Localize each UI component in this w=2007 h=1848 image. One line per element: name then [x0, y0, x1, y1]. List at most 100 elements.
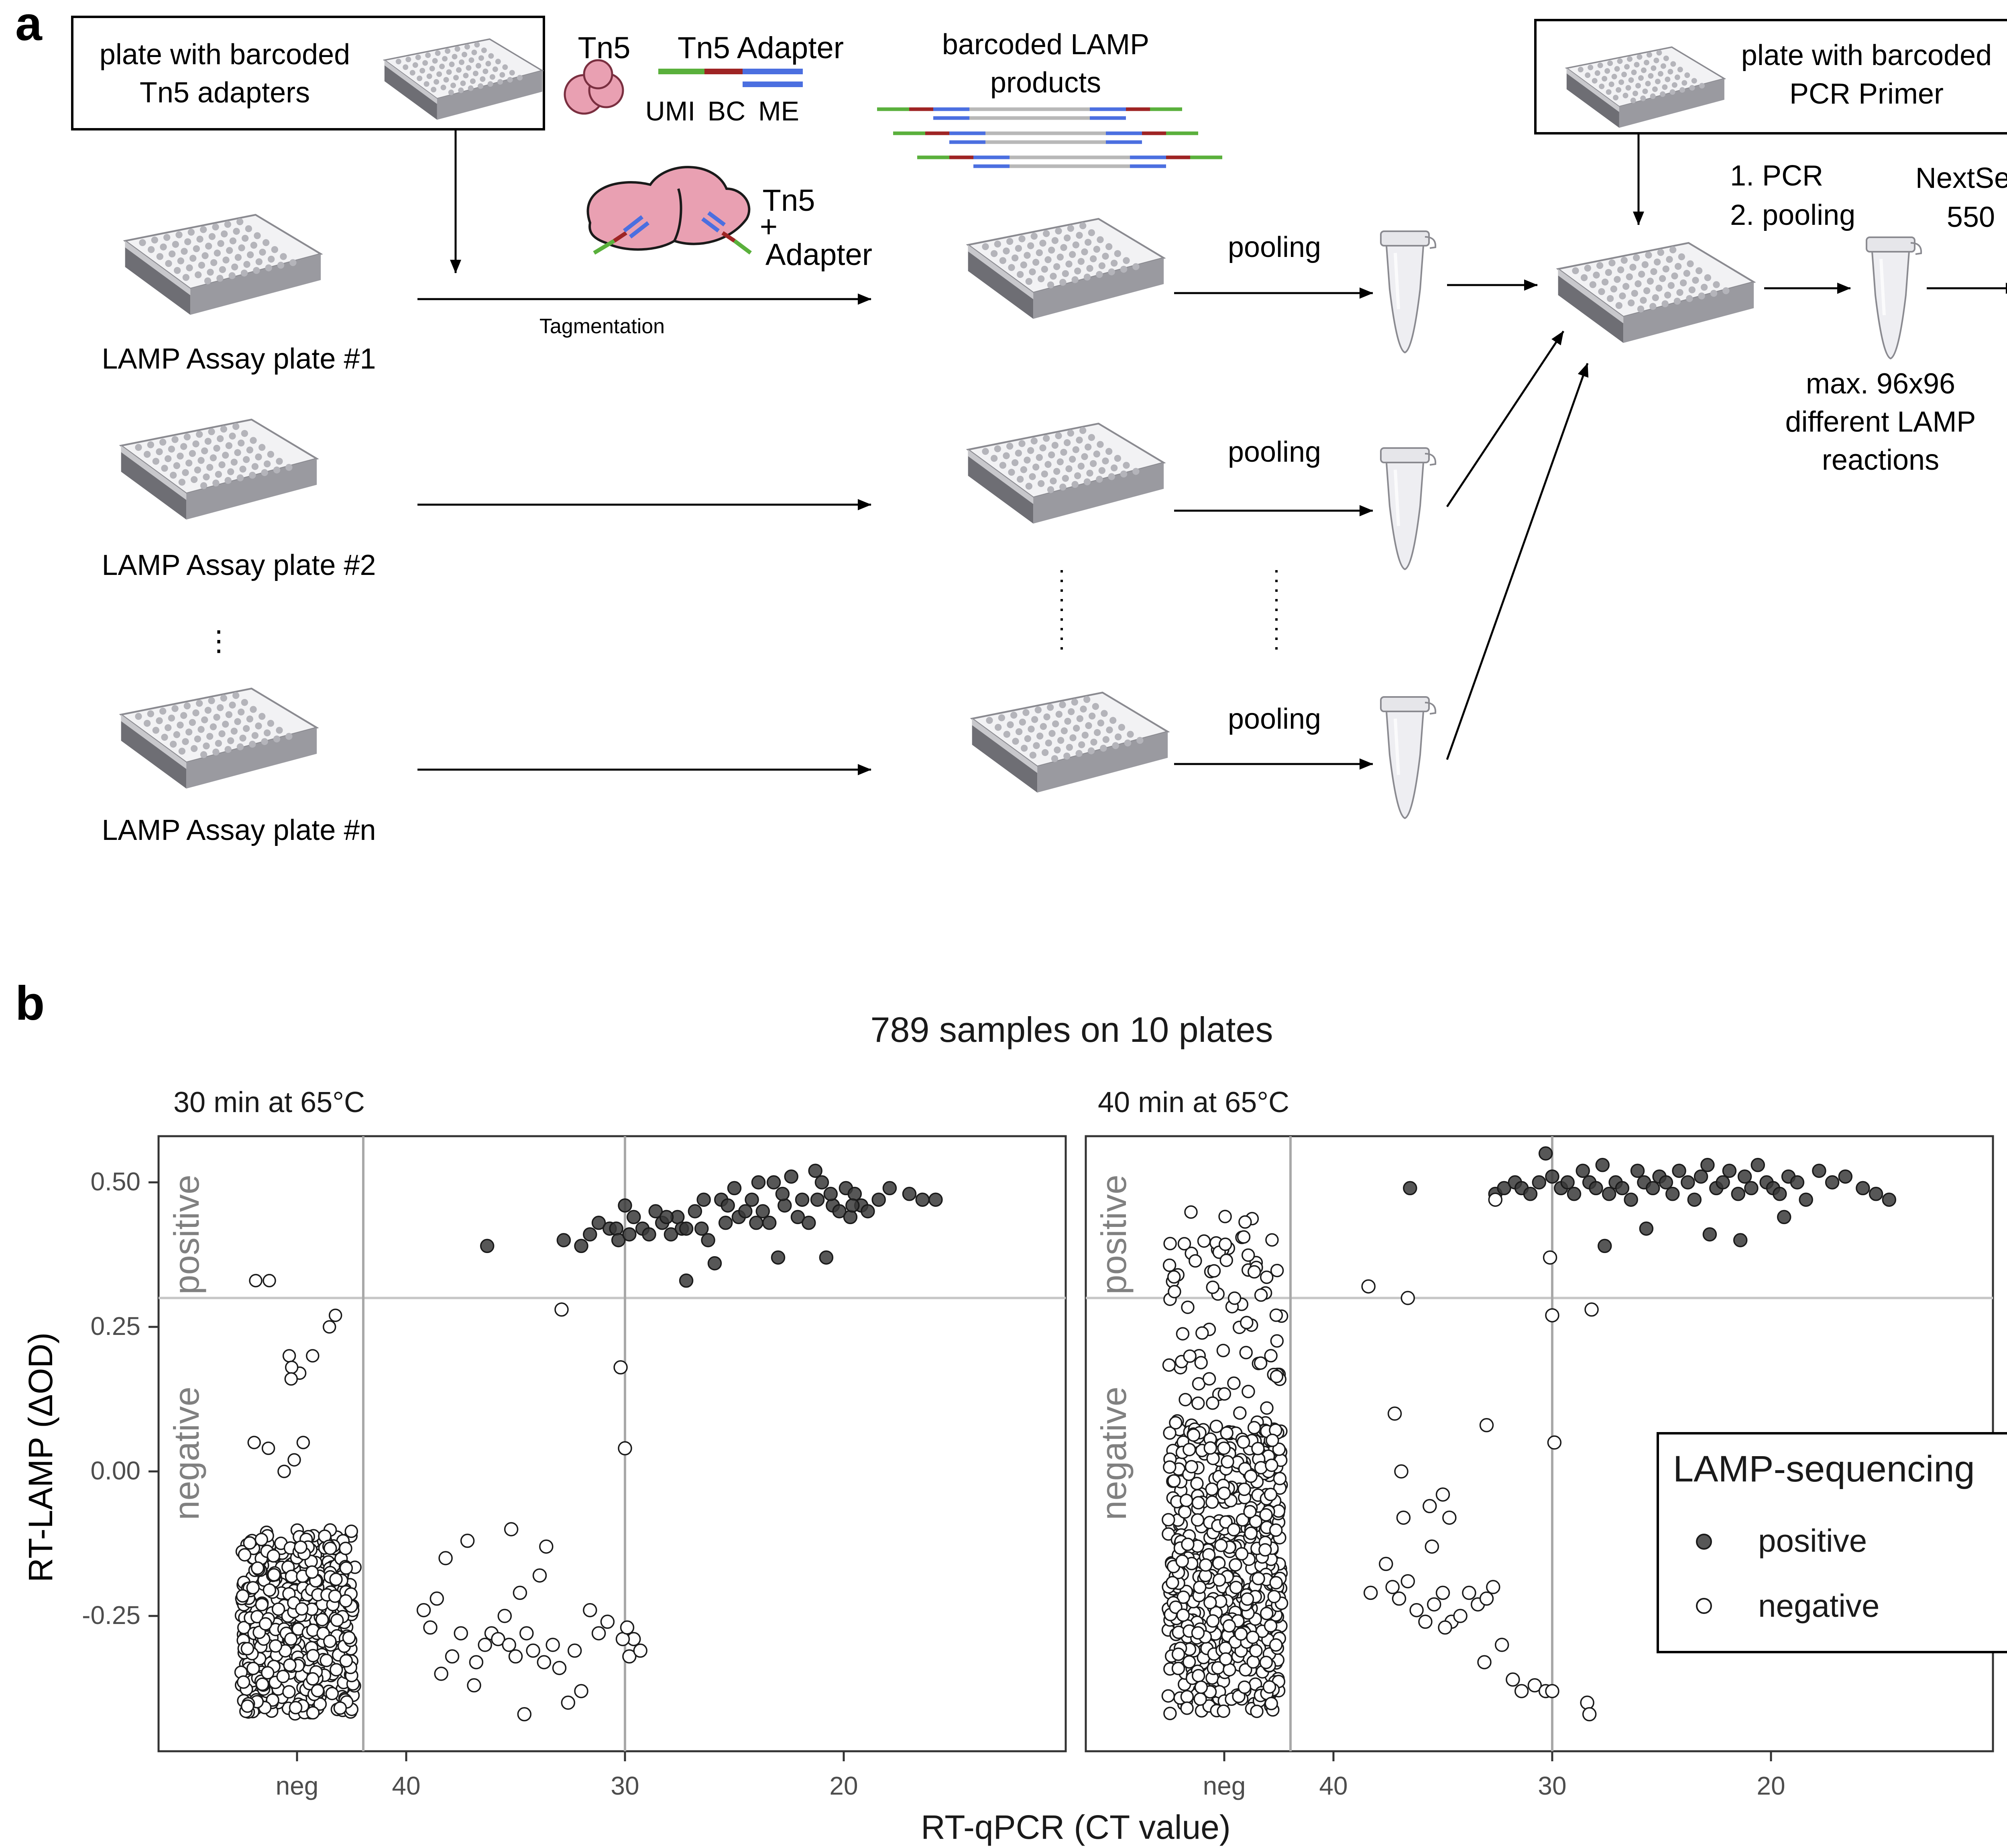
x-tick-20-right: 20: [1757, 1771, 1785, 1800]
point-neg-category: [1191, 1396, 1205, 1410]
point-positive: [861, 1204, 875, 1218]
point-negative: [1396, 1510, 1411, 1525]
point-negative: [1527, 1678, 1542, 1693]
point-negative: [1423, 1499, 1437, 1514]
region-label-negative: negative: [1094, 1387, 1134, 1520]
point-positive: [847, 1187, 862, 1201]
sequencer-line2: 550: [1947, 201, 1995, 233]
point-positive: [790, 1210, 805, 1225]
point-negative: [469, 1655, 484, 1669]
point-neg-category: [1260, 1607, 1274, 1620]
point-positive: [1523, 1187, 1538, 1201]
point-negative: [1442, 1510, 1457, 1525]
point-neg-category: [1217, 1486, 1231, 1500]
point-neg-category: [236, 1589, 250, 1603]
point-negative: [1400, 1574, 1415, 1589]
x-tick-30-right: 30: [1538, 1771, 1566, 1800]
point-neg-category: [1234, 1627, 1248, 1641]
x-tick-40-right: 40: [1319, 1771, 1347, 1800]
x-axis-ticks-left: neg 40 30 20: [276, 1751, 858, 1800]
region-label-positive: positive: [167, 1175, 206, 1294]
point-negative: [532, 1568, 547, 1583]
facet-title-40min: 40 min at 65°C: [1098, 1086, 1289, 1119]
point-positive: [701, 1233, 715, 1247]
point-neg-category: [344, 1524, 358, 1538]
point-positive: [1744, 1181, 1759, 1196]
pooling-label-3: pooling: [1228, 703, 1321, 735]
point-negative: [1547, 1435, 1562, 1450]
point-positive: [871, 1192, 886, 1207]
point-negative: [429, 1591, 444, 1606]
point-positive: [771, 1250, 786, 1265]
point-positive: [845, 1198, 860, 1213]
facet-title-30min: 30 min at 65°C: [173, 1086, 365, 1119]
tagmented-plate-1-icon: [968, 219, 1164, 319]
legend-positive-marker: [1696, 1534, 1712, 1550]
point-neg-category: [330, 1663, 343, 1677]
point-positive: [627, 1210, 641, 1225]
point-positive: [1538, 1146, 1553, 1161]
point-neg-category: [1229, 1558, 1242, 1572]
panel-b-title: 789 samples on 10 plates: [871, 1010, 1273, 1049]
point-neg-category: [1236, 1435, 1250, 1449]
point-neg-category: [1220, 1426, 1234, 1440]
point-positive: [755, 1204, 770, 1218]
point-neg-category: [282, 1685, 296, 1699]
point-neg-category: [1238, 1215, 1252, 1229]
point-neg-category: [1238, 1482, 1251, 1496]
max-note-line2: different LAMP: [1785, 406, 1976, 438]
point-neg-category: [1260, 1270, 1274, 1284]
point-positive: [1882, 1192, 1897, 1207]
region-label-negative: negative: [167, 1387, 206, 1520]
point-neg-category: [282, 1349, 296, 1363]
point-neg-category: [1218, 1210, 1232, 1223]
point-neg-category: [333, 1701, 347, 1715]
point-positive: [745, 1192, 759, 1207]
point-neg-category: [323, 1634, 337, 1648]
point-neg-category: [1175, 1554, 1189, 1568]
pcr-plate-box: plate with barcoded PCR Primer: [1534, 19, 2007, 134]
point-negative: [546, 1638, 560, 1652]
point-negative: [1438, 1620, 1452, 1635]
point-negative: [1479, 1418, 1494, 1432]
point-positive: [721, 1198, 735, 1213]
barcoded-products-line1: barcoded LAMP: [942, 29, 1149, 61]
legend-negative-label: negative: [1758, 1588, 1879, 1624]
point-positive: [1532, 1175, 1547, 1190]
point-neg-category: [1161, 1689, 1175, 1703]
point-neg-category: [249, 1274, 263, 1288]
point-neg-category: [1264, 1697, 1278, 1710]
assay-plate-2-label: LAMP Assay plate #2: [102, 549, 376, 581]
tn5-plate-box-line2: Tn5 adapters: [140, 77, 310, 109]
adapter-title: Tn5 Adapter: [678, 31, 844, 65]
point-positive: [814, 1175, 829, 1190]
point-negative: [1425, 1539, 1439, 1554]
point-positive: [1403, 1181, 1417, 1196]
point-neg-category: [1183, 1349, 1197, 1363]
point-negative: [1462, 1585, 1476, 1600]
point-negative: [1394, 1464, 1409, 1479]
point-positive: [1687, 1192, 1702, 1207]
pool-tube-3-icon: [1381, 697, 1435, 818]
tn5-plate-box-line1: plate with barcoded: [100, 39, 350, 71]
point-positive: [1773, 1187, 1787, 1201]
point-neg-category: [329, 1572, 343, 1586]
point-neg-category: [295, 1602, 309, 1616]
point-positive: [915, 1192, 930, 1207]
assay-plate-1-label: LAMP Assay plate #1: [102, 343, 376, 375]
point-neg-category: [1181, 1300, 1195, 1314]
point-neg-category: [1212, 1573, 1226, 1587]
point-negative: [620, 1620, 635, 1635]
point-negative: [1361, 1279, 1376, 1294]
point-neg-category: [1221, 1455, 1234, 1469]
point-neg-category: [313, 1697, 327, 1711]
point-neg-category: [1206, 1280, 1219, 1294]
point-neg-category: [1227, 1376, 1241, 1390]
point-neg-category: [328, 1308, 342, 1322]
point-positive: [1694, 1169, 1708, 1184]
point-neg-category: [1254, 1356, 1268, 1370]
point-positive: [688, 1204, 702, 1218]
point-negative: [561, 1695, 576, 1710]
point-positive: [775, 1187, 790, 1201]
y-axis-label: RT-LAMP (ΔOD): [22, 1333, 59, 1582]
